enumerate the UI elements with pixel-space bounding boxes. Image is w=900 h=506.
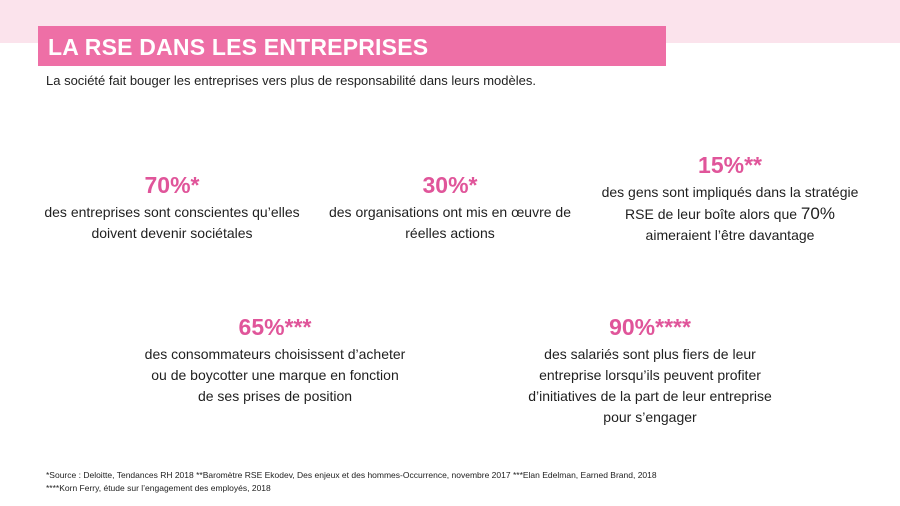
title-banner: LA RSE DANS LES ENTREPRISES bbox=[38, 26, 666, 66]
stat-description-line: des salariés sont plus fiers de leur bbox=[544, 346, 756, 362]
stat-block-70: 70%* des entreprises sont conscientes qu… bbox=[22, 170, 322, 244]
stat-description-line: des entreprises sont conscientes qu’elle… bbox=[44, 204, 300, 220]
stat-description-line: entreprise lorsqu’ils peuvent profiter bbox=[539, 367, 761, 383]
footnote-line: ****Korn Ferry, étude sur l’engagement d… bbox=[46, 483, 271, 493]
stat-description-line: de ses prises de position bbox=[197, 388, 353, 404]
stat-block-30: 30%* des organisations ont mis en œuvre … bbox=[305, 170, 595, 244]
stat-value: 90%**** bbox=[609, 314, 691, 340]
stat-value: 15%** bbox=[698, 152, 762, 178]
stat-description-text: RSE de leur boîte alors que bbox=[625, 206, 801, 222]
stat-description-line: RSE de leur boîte alors que 70% bbox=[585, 203, 875, 225]
stat-block-90: 90%**** des salariés sont plus fiers de … bbox=[490, 312, 810, 428]
page-subtitle: La société fait bouger les entreprises v… bbox=[46, 73, 536, 88]
stat-description-line: des consommateurs choisissent d’acheter bbox=[144, 346, 406, 362]
stat-value: 30%* bbox=[422, 172, 478, 198]
page-title: LA RSE DANS LES ENTREPRISES bbox=[48, 34, 429, 60]
highlighted-percentage: 70% bbox=[800, 204, 835, 223]
stat-description-line: pour s’engager bbox=[603, 409, 697, 425]
stat-description-line: aimeraient l’être davantage bbox=[645, 227, 815, 243]
stat-value: 65%*** bbox=[238, 314, 312, 340]
footnote-line: *Source : Deloitte, Tendances RH 2018 **… bbox=[46, 470, 657, 480]
stat-description-line: des organisations ont mis en œuvre de bbox=[328, 204, 571, 220]
stat-block-15: 15%** des gens sont impliqués dans la st… bbox=[585, 150, 875, 246]
stat-block-65: 65%*** des consommateurs choisissent d’a… bbox=[115, 312, 435, 407]
stat-description-line: ou de boycotter une marque en fonction bbox=[151, 367, 399, 383]
stat-description-line: d’initiatives de la part de leur entrepr… bbox=[528, 388, 772, 404]
sources-footnote: *Source : Deloitte, Tendances RH 2018 **… bbox=[46, 469, 876, 495]
stat-description-line: réelles actions bbox=[405, 225, 495, 241]
stat-value: 70%* bbox=[144, 172, 200, 198]
stat-description-line: doivent devenir sociétales bbox=[91, 225, 253, 241]
stat-description-line: des gens sont impliqués dans la stratégi… bbox=[601, 184, 859, 200]
